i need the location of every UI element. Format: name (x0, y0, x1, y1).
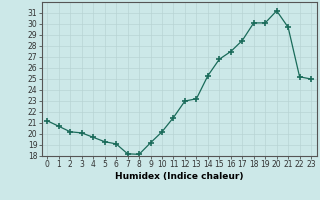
X-axis label: Humidex (Indice chaleur): Humidex (Indice chaleur) (115, 172, 244, 181)
